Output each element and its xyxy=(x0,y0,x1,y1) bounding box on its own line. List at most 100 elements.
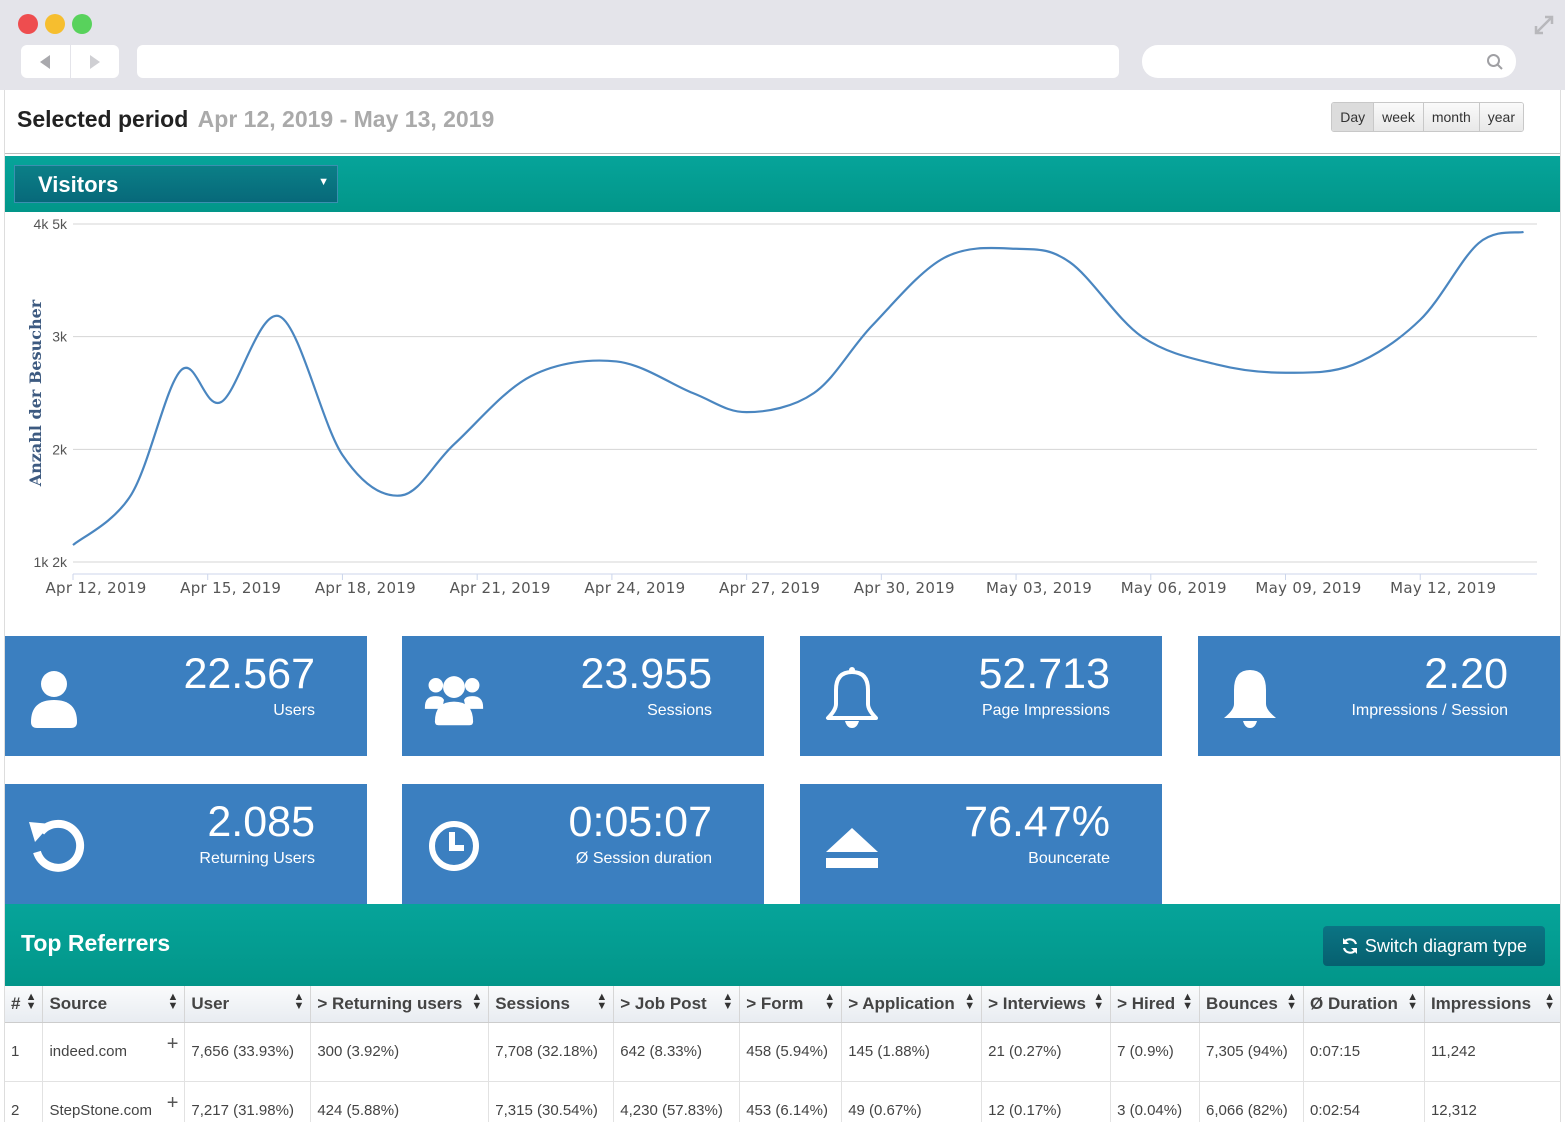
kpi-tile-session-duration: 0:05:07 Ø Session duration xyxy=(402,784,764,904)
column-header[interactable]: # ▲ ▼ xyxy=(5,986,44,1023)
range-day-button[interactable]: Day xyxy=(1332,103,1374,131)
browser-search-bar[interactable] xyxy=(1142,45,1516,78)
table-cell: 7,656 (33.93%) xyxy=(184,1022,312,1082)
sort-icon: ▲ ▼ xyxy=(1093,991,1105,1012)
sort-icon: ▲ ▼ xyxy=(25,991,37,1012)
column-header[interactable]: > Hired ▲ ▼ xyxy=(1110,986,1201,1023)
table-cell: 49 (0.67%) xyxy=(841,1081,983,1122)
x-tick-label: May 06, 2019 xyxy=(1121,579,1227,597)
nav-buttons xyxy=(21,45,119,78)
column-header[interactable]: > Interviews ▲ ▼ xyxy=(981,986,1112,1023)
refresh-icon xyxy=(1342,938,1357,954)
table-cell: 458 (5.94%) xyxy=(739,1022,843,1082)
browser-chrome xyxy=(0,0,1565,90)
kpi-label: Bouncerate xyxy=(1028,850,1110,867)
url-bar[interactable] xyxy=(137,45,1119,78)
kpi-tile-sessions: 23.955 Sessions xyxy=(402,636,764,756)
table-cell: 0:02:54 xyxy=(1303,1081,1425,1122)
kpi-tile-returning-users: 2.085 Returning Users xyxy=(5,784,367,904)
forward-button[interactable] xyxy=(69,45,120,78)
y-tick-label: 4k 5k xyxy=(34,216,68,232)
sort-icon: ▲ ▼ xyxy=(824,991,836,1012)
user-icon xyxy=(31,671,77,728)
table-cell: 300 (3.92%) xyxy=(310,1022,490,1082)
visitors-chart: 1k 2k 2k 3k 4k 5k Apr 12, 2019 Apr 15, 2019 Ap… xyxy=(5,212,1560,632)
table-cell: 7,708 (32.18%) xyxy=(488,1022,615,1082)
metric-select-value: Visitors xyxy=(38,172,119,197)
range-year-button[interactable]: year xyxy=(1478,103,1523,131)
sort-icon: ▲ ▼ xyxy=(722,991,734,1012)
kpi-tile-page-impressions: 52.713 Page Impressions xyxy=(800,636,1162,756)
table-cell: 2 xyxy=(5,1081,44,1122)
dashboard-frame: Selected period Apr 12, 2019 - May 13, 2… xyxy=(4,90,1561,1122)
bell-icon xyxy=(1224,670,1276,728)
column-header[interactable]: Sessions ▲ ▼ xyxy=(488,986,615,1023)
column-header[interactable]: User ▲ ▼ xyxy=(184,986,312,1023)
kpi-value: 22.567 xyxy=(183,650,315,698)
x-tick-label: May 03, 2019 xyxy=(986,579,1092,597)
column-header[interactable]: Source ▲ ▼ xyxy=(42,986,186,1023)
series-line-visitors xyxy=(72,230,1524,546)
table-cell: 12,312 xyxy=(1424,1081,1560,1122)
table-cell: 0:07:15 xyxy=(1303,1022,1425,1082)
users-group-icon xyxy=(424,676,484,726)
table-row: 2 StepStone.com + 7,217 (31.98%) 424 (5.8… xyxy=(5,1081,1560,1122)
kpi-value: 23.955 xyxy=(580,650,712,698)
x-tick-label: Apr 27, 2019 xyxy=(719,579,820,597)
referrers-title: Top Referrers xyxy=(21,930,171,956)
x-tick-label: Apr 15, 2019 xyxy=(180,579,281,597)
column-header[interactable]: > Application ▲ ▼ xyxy=(841,986,983,1023)
column-header[interactable]: Bounces ▲ ▼ xyxy=(1199,986,1305,1023)
chart-header: Visitors ▼ xyxy=(5,156,1560,212)
fullscreen-icon[interactable] xyxy=(1533,14,1555,36)
column-header[interactable]: Impressions ▲ ▼ xyxy=(1424,986,1560,1023)
clock-icon xyxy=(429,821,479,871)
expand-row-icon[interactable]: + xyxy=(166,1091,179,1114)
eject-icon xyxy=(826,828,878,868)
table-cell: 12 (0.17%) xyxy=(981,1081,1112,1122)
kpi-tile-bouncerate: 76.47% Bouncerate xyxy=(800,784,1162,904)
y-tick-label: 2k xyxy=(52,441,68,457)
kpi-label: Impressions / Session xyxy=(1351,702,1508,719)
kpi-label: Ø Session duration xyxy=(575,850,712,867)
sort-icon: ▲ ▼ xyxy=(1407,991,1418,1012)
table-cell: 1 xyxy=(5,1022,44,1082)
column-header[interactable]: Ø Duration ▲ ▼ xyxy=(1303,986,1425,1023)
table-cell: 7,305 (94%) xyxy=(1199,1022,1305,1082)
visitors-chart-svg: 1k 2k 2k 3k 4k 5k Apr 12, 2019 Apr 15, 2019 Ap… xyxy=(26,216,1537,597)
referrers-table: # ▲ ▼ Source ▲ ▼ User ▲ ▼ > Returning users ▲ ▼ … xyxy=(5,986,1560,1122)
x-tick-label: Apr 30, 2019 xyxy=(854,579,955,597)
close-window-button[interactable] xyxy=(18,14,38,34)
sort-icon: ▲ ▼ xyxy=(596,991,608,1012)
sort-icon: ▲ ▼ xyxy=(964,991,976,1012)
table-cell: 7,217 (31.98%) xyxy=(184,1081,312,1122)
x-tick-label: Apr 21, 2019 xyxy=(450,579,551,597)
maximize-window-button[interactable] xyxy=(72,14,92,34)
table-cell: 21 (0.27%) xyxy=(981,1022,1112,1082)
expand-row-icon[interactable]: + xyxy=(166,1032,179,1055)
switch-diagram-type-button[interactable]: Switch diagram type xyxy=(1322,926,1545,966)
kpi-value: 2.085 xyxy=(207,798,315,846)
switch-diagram-type-label: Switch diagram type xyxy=(1364,935,1527,956)
table-header-row: # ▲ ▼ Source ▲ ▼ User ▲ ▼ > Returning users ▲ ▼ … xyxy=(5,986,1560,1023)
column-header[interactable]: > Job Post ▲ ▼ xyxy=(613,986,741,1023)
sort-icon: ▲ ▼ xyxy=(167,991,179,1012)
forward-arrow-icon xyxy=(89,54,100,69)
column-header[interactable]: > Form ▲ ▼ xyxy=(739,986,843,1023)
kpi-tile-impressions-per-session: 2.20 Impressions / Session xyxy=(1198,636,1560,756)
sort-icon: ▲ ▼ xyxy=(1286,991,1298,1012)
kpi-label: Page Impressions xyxy=(981,702,1110,719)
column-header[interactable]: > Returning users ▲ ▼ xyxy=(310,986,490,1023)
back-button[interactable] xyxy=(21,45,70,78)
sort-icon: ▲ ▼ xyxy=(471,991,483,1012)
range-week-button[interactable]: week xyxy=(1373,103,1423,131)
range-month-button[interactable]: month xyxy=(1422,103,1479,131)
refresh-icon xyxy=(29,819,85,872)
x-tick-label: May 09, 2019 xyxy=(1255,579,1361,597)
period-label: Selected period xyxy=(17,106,189,132)
kpi-label: Returning Users xyxy=(199,850,315,867)
period-title: Selected period Apr 12, 2019 - May 13, 2… xyxy=(17,106,494,133)
metric-select[interactable]: Visitors ▼ xyxy=(14,165,338,203)
minimize-window-button[interactable] xyxy=(45,14,65,34)
table-cell: 11,242 xyxy=(1424,1022,1560,1082)
